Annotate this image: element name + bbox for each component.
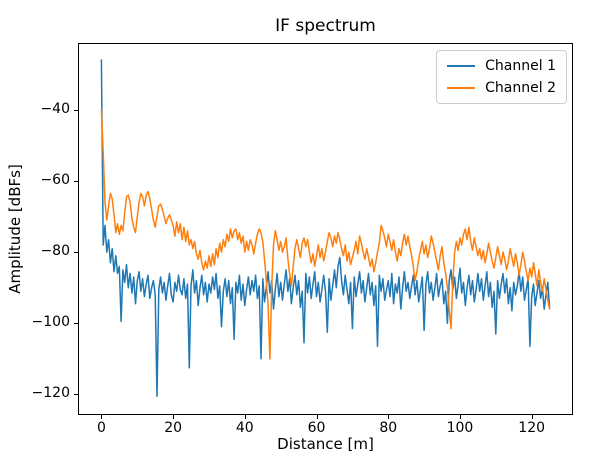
- x-tick-mark: [388, 415, 390, 419]
- x-tick-label: 80: [379, 420, 398, 436]
- x-tick-label: 60: [307, 420, 326, 436]
- x-axis-label: Distance [m]: [277, 435, 374, 453]
- y-tick-label: −60: [40, 171, 70, 188]
- legend: Channel 1 Channel 2: [436, 50, 567, 104]
- y-tick-mark: [74, 252, 78, 254]
- y-tick-mark: [74, 394, 78, 396]
- legend-label-channel-2: Channel 2: [485, 80, 556, 96]
- channel-2-line-swatch: [447, 87, 476, 89]
- legend-label-channel-1: Channel 1: [485, 58, 556, 74]
- x-tick-label: 40: [235, 420, 254, 436]
- y-tick-mark: [74, 109, 78, 111]
- series-lines: [100, 59, 551, 397]
- y-tick-label: −40: [40, 100, 70, 117]
- x-tick-label: 120: [518, 420, 546, 436]
- legend-entry-channel-1: Channel 1: [447, 58, 556, 74]
- y-tick-label: −100: [31, 314, 70, 331]
- x-tick-mark: [459, 415, 461, 419]
- chart-title: IF spectrum: [275, 16, 376, 36]
- x-tick-label: 20: [164, 420, 183, 436]
- x-tick-mark: [244, 415, 246, 419]
- y-tick-mark: [74, 323, 78, 325]
- channel-1-line-swatch: [447, 65, 476, 67]
- y-tick-mark: [74, 180, 78, 182]
- series-line-1: [100, 59, 551, 397]
- x-tick-label: 100: [446, 420, 474, 436]
- series-line-2: [100, 109, 551, 360]
- x-tick-mark: [316, 415, 318, 419]
- legend-entry-channel-2: Channel 2: [447, 80, 556, 96]
- x-tick-mark: [173, 415, 175, 419]
- x-tick-label: 0: [96, 420, 106, 436]
- x-tick-mark: [531, 415, 533, 419]
- y-tick-label: −80: [40, 243, 70, 260]
- plot-area: Channel 1 Channel 2: [78, 43, 573, 415]
- y-tick-label: −120: [31, 385, 70, 402]
- x-tick-mark: [101, 415, 103, 419]
